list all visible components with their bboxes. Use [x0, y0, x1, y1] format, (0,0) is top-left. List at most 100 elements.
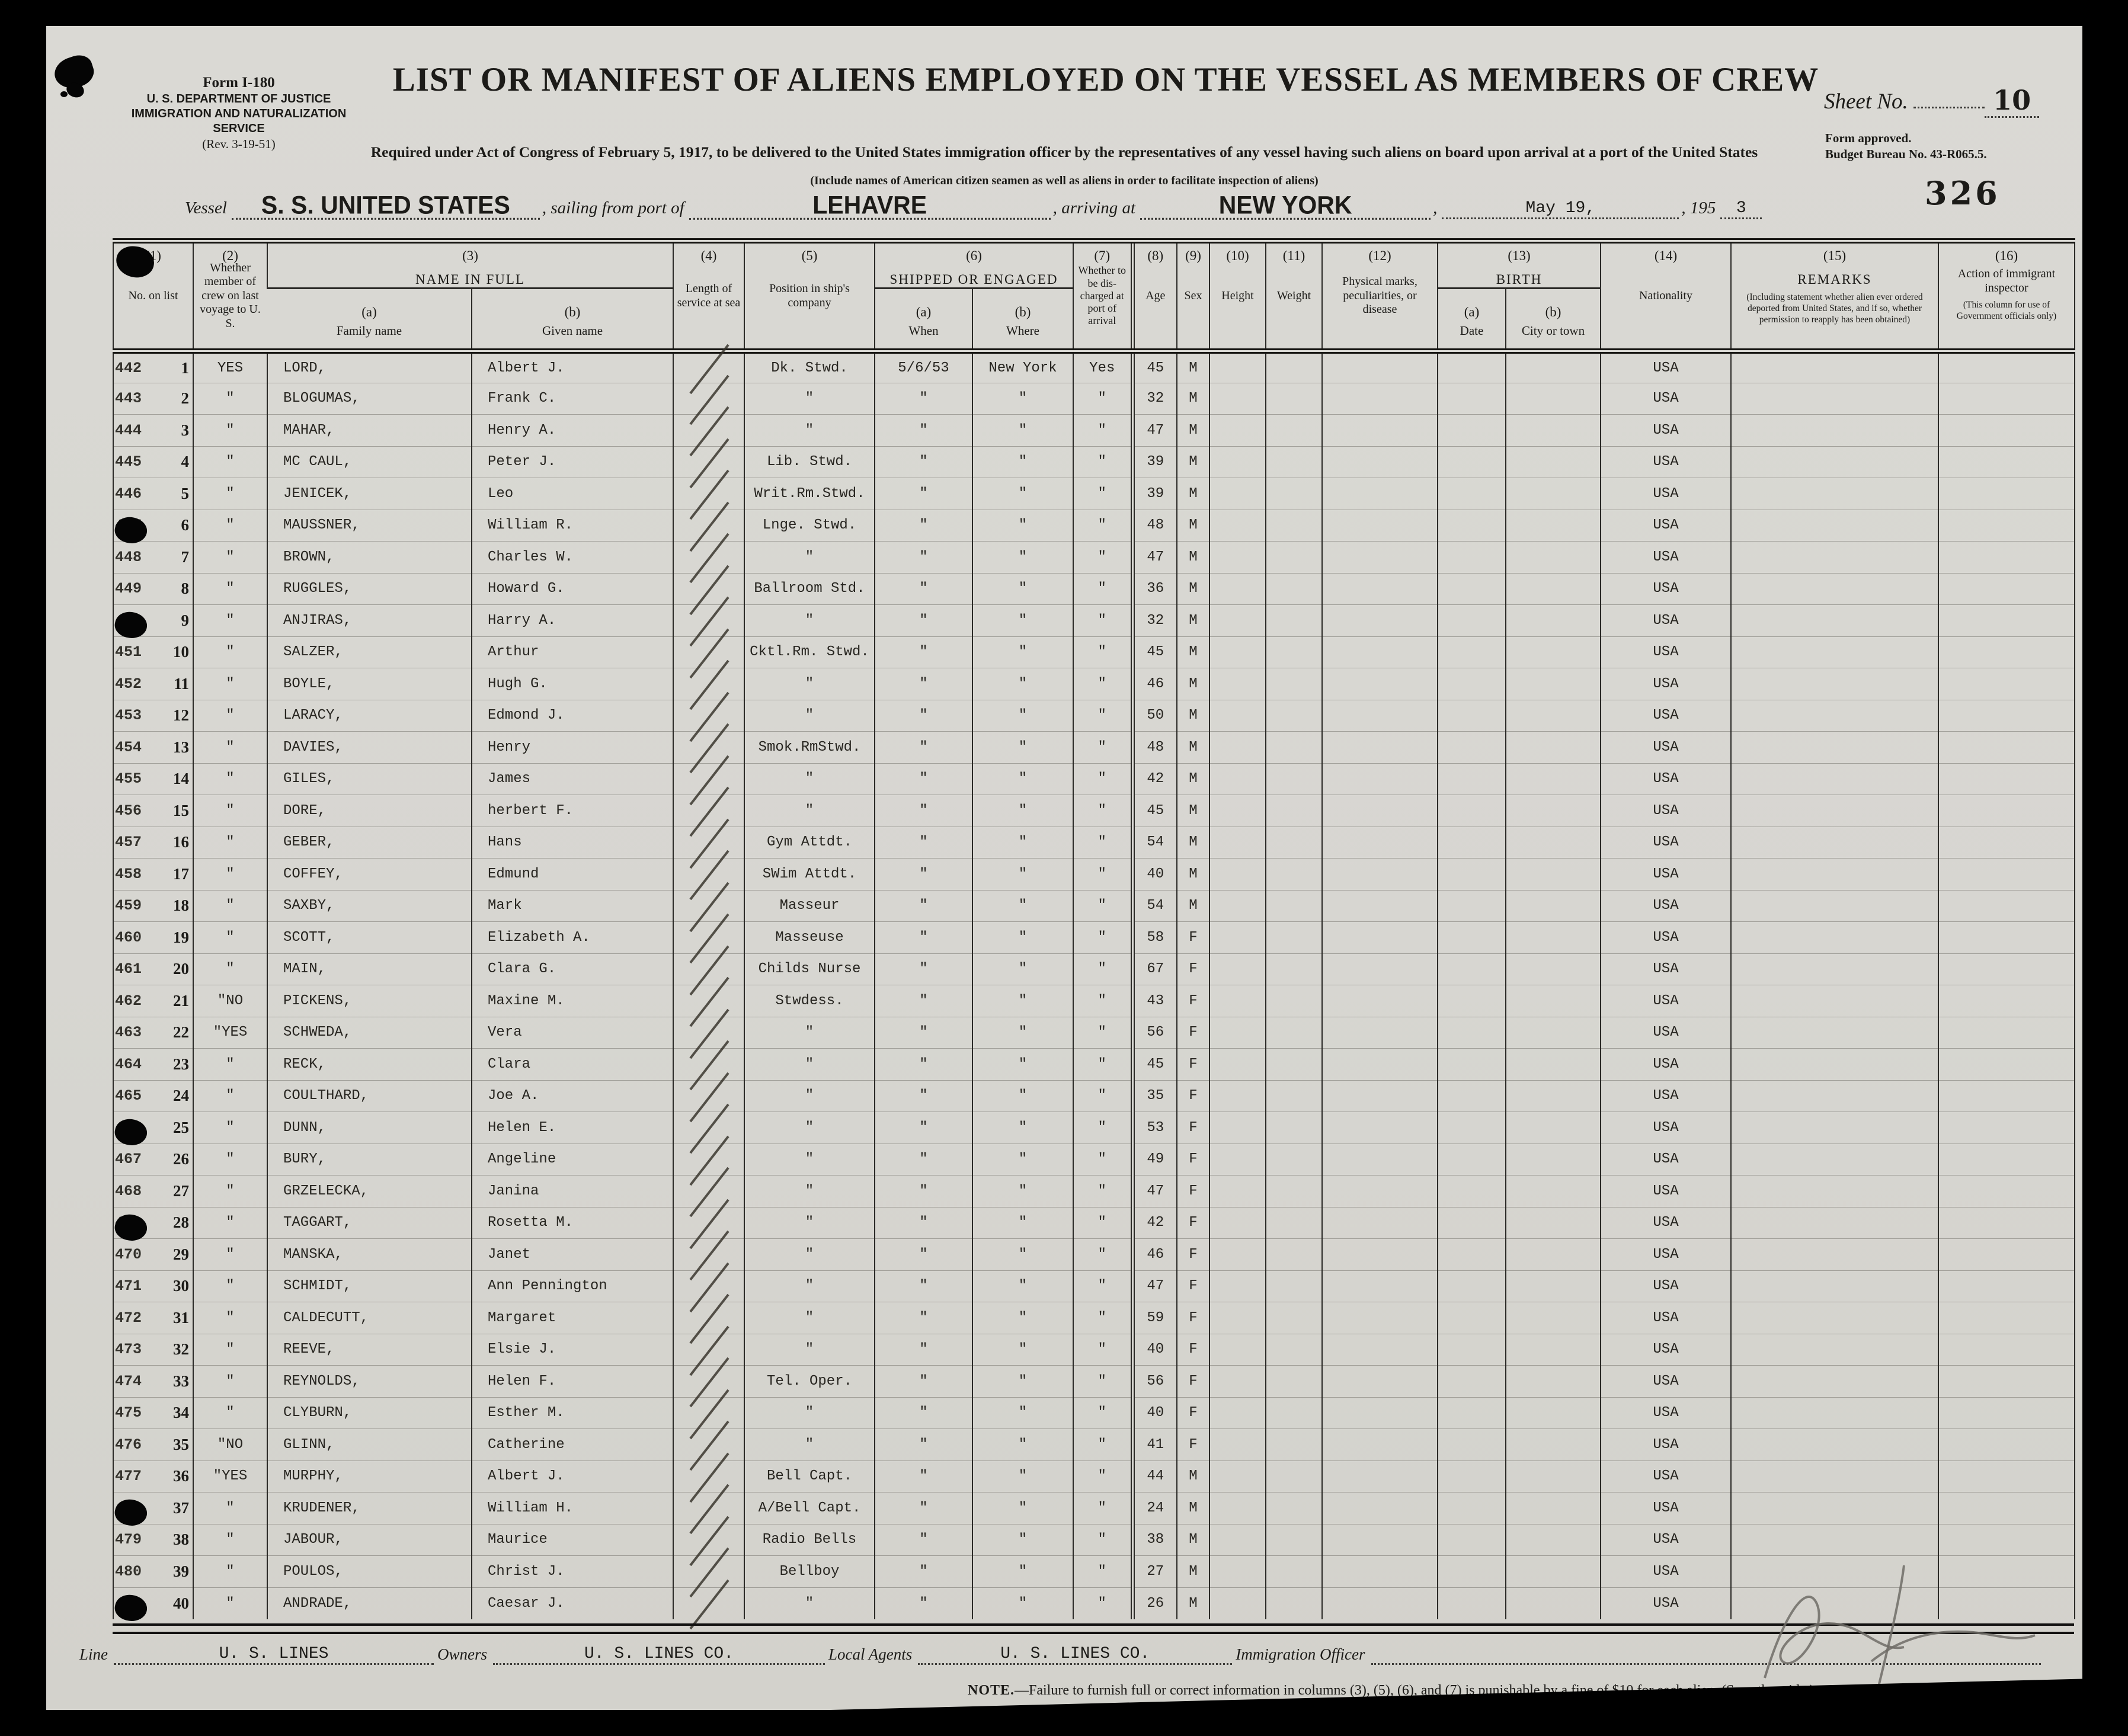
nationality-cell: USA [1600, 858, 1731, 890]
height-cell [1209, 1270, 1266, 1302]
nationality-cell: USA [1600, 668, 1731, 700]
physical-marks-cell [1321, 541, 1438, 573]
list-number: 5 [181, 484, 190, 502]
weight-cell [1265, 1302, 1322, 1334]
shipped-where-cell: " [972, 478, 1073, 510]
family-name-cell: DUNN, [267, 1112, 472, 1144]
inspector-action-cell [1938, 953, 2075, 985]
weight-cell [1265, 1143, 1322, 1176]
member-last-voyage-cell: " [193, 763, 267, 795]
row-number-cell: 470 29 [113, 1238, 193, 1270]
shipped-where-cell: " [972, 1460, 1073, 1492]
inspector-action-cell [1938, 699, 2075, 732]
shipped-where-cell: " [972, 1175, 1073, 1207]
height-cell [1209, 763, 1266, 795]
weight-cell [1265, 1587, 1322, 1619]
member-last-voyage-cell: " [193, 1523, 267, 1556]
handwritten-slash-mark [689, 1579, 729, 1630]
member-last-voyage-cell: " [193, 446, 267, 478]
position-cell: Dk. Stwd. [744, 351, 875, 383]
given-name-cell: Maurice [471, 1523, 673, 1556]
col9-label: Sex [1184, 289, 1202, 302]
inspector-action-cell [1938, 1238, 2075, 1270]
form-identification-block: Form I-180 U. S. DEPARTMENT OF JUSTICE I… [111, 73, 366, 152]
member-last-voyage-cell: " [193, 1175, 267, 1207]
shipped-where-cell: " [972, 699, 1073, 732]
table-row: 447 6 " MAUSSNER, William R. Lnge. Stwd.… [113, 501, 2075, 552]
family-name-cell: MANSKA, [267, 1238, 472, 1270]
position-cell: " [744, 795, 875, 827]
weight-cell [1265, 763, 1322, 795]
shipped-where-cell: " [972, 414, 1073, 446]
inspector-action-cell [1938, 446, 2075, 478]
height-cell [1209, 826, 1266, 859]
nationality-cell: USA [1600, 1206, 1731, 1239]
inspector-action-cell [1938, 1523, 2075, 1556]
list-number: 18 [173, 896, 189, 915]
length-of-service-cell [673, 1167, 744, 1218]
physical-marks-cell [1321, 1397, 1438, 1429]
shipped-when-cell: " [874, 382, 972, 415]
discharged-cell: " [1073, 795, 1132, 827]
stamped-serial-number: 476 [115, 1436, 142, 1453]
col5-label: Position in ship's company [769, 281, 850, 309]
col-birth: (13) BIRTH [1437, 241, 1601, 289]
age-cell: 47 [1130, 414, 1177, 446]
col13a-label: Date [1460, 323, 1484, 338]
position-cell: Childs Nurse [744, 953, 875, 985]
member-last-voyage-cell: " [193, 699, 267, 732]
stamped-serial-number: 458 [115, 865, 142, 883]
height-cell [1209, 795, 1266, 827]
height-cell [1209, 953, 1266, 985]
col3b-label: Given name [542, 323, 603, 338]
weight-cell [1265, 1460, 1322, 1492]
position-cell: " [744, 1587, 875, 1619]
subcol-when: (a) When [874, 287, 972, 351]
sex-cell: F [1176, 985, 1209, 1017]
family-name-cell: SCHWEDA, [267, 1016, 472, 1049]
col11-number: (11) [1282, 248, 1305, 263]
position-cell: Masseur [744, 889, 875, 922]
age-cell: 48 [1130, 731, 1177, 763]
vessel-info-line: Vessel S. S. UNITED STATES , sailing fro… [183, 193, 1999, 220]
table-row: 481 40 " ANDRADE, Caesar J. " " " " 26 M… [113, 1579, 2075, 1630]
sex-cell: M [1176, 446, 1209, 478]
birth-date-cell [1437, 382, 1506, 415]
birth-city-cell [1505, 572, 1601, 605]
weight-cell [1265, 858, 1322, 890]
list-number: 2 [181, 389, 190, 408]
family-name-cell: SAXBY, [267, 889, 472, 922]
weight-cell [1265, 1080, 1322, 1112]
member-last-voyage-cell: " [193, 382, 267, 415]
service-name: IMMIGRATION AND NATURALIZATION SERVICE [131, 107, 347, 136]
sex-cell: M [1176, 1492, 1209, 1524]
birth-date-cell [1437, 699, 1506, 732]
col-remarks: (15) REMARKS (Including statement whethe… [1730, 241, 1938, 351]
weight-cell [1265, 826, 1322, 859]
height-cell [1209, 1460, 1266, 1492]
discharged-cell: " [1073, 1048, 1132, 1080]
inspector-action-cell [1938, 1333, 2075, 1366]
birth-date-cell [1437, 1555, 1506, 1587]
birth-date-cell [1437, 1080, 1506, 1112]
row-number-cell: 480 39 [113, 1555, 193, 1587]
height-cell [1209, 889, 1266, 922]
shipped-where-cell: " [972, 1492, 1073, 1524]
comma-separator: , [1433, 198, 1438, 217]
family-name-cell: MAHAR, [267, 414, 472, 446]
shipped-when-cell: " [874, 1555, 972, 1587]
list-number: 12 [173, 706, 189, 725]
shipped-where-cell: " [972, 1048, 1073, 1080]
row-number-cell: 467 26 [113, 1143, 193, 1176]
member-last-voyage-cell: YES [193, 351, 267, 383]
birth-city-cell [1505, 351, 1601, 383]
inspector-action-cell [1938, 414, 2075, 446]
height-cell [1209, 1112, 1266, 1144]
inspector-action-cell [1938, 572, 2075, 605]
birth-city-cell [1505, 763, 1601, 795]
given-name-cell: Henry [471, 731, 673, 763]
age-cell: 47 [1130, 1175, 1177, 1207]
length-of-service-cell [673, 1199, 744, 1249]
height-cell [1209, 985, 1266, 1017]
physical-marks-cell [1321, 1587, 1438, 1619]
